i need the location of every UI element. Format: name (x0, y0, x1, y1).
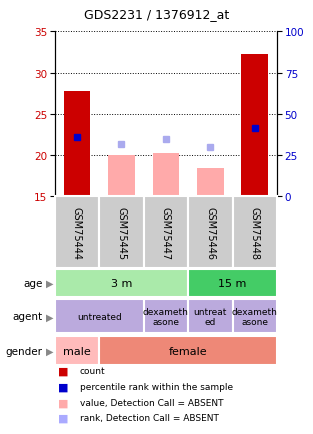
Bar (99, 197, 144, 269)
Bar (152, 153, 179, 197)
Bar (64, 92, 90, 197)
Text: ▶: ▶ (46, 312, 54, 322)
Text: 3 m: 3 m (111, 279, 132, 288)
Text: ▶: ▶ (46, 279, 54, 288)
Text: rank, Detection Call = ABSENT: rank, Detection Call = ABSENT (80, 414, 219, 422)
Text: ■: ■ (58, 382, 69, 392)
Bar (144, 197, 188, 269)
Text: GSM75447: GSM75447 (161, 206, 171, 260)
Text: value, Detection Call = ABSENT: value, Detection Call = ABSENT (80, 398, 223, 407)
Text: GSM75446: GSM75446 (205, 207, 215, 259)
Bar (55, 299, 144, 334)
Bar (197, 168, 224, 197)
Text: agent: agent (12, 312, 42, 322)
Bar (241, 55, 268, 197)
Bar (108, 156, 135, 197)
Text: ▶: ▶ (46, 346, 54, 356)
Text: 15 m: 15 m (218, 279, 247, 288)
Text: ■: ■ (58, 398, 69, 408)
Bar (233, 197, 277, 269)
Bar (144, 299, 188, 334)
Text: GDS2231 / 1376912_at: GDS2231 / 1376912_at (84, 8, 229, 21)
Text: dexameth
asone: dexameth asone (232, 307, 278, 326)
Text: ■: ■ (58, 366, 69, 376)
Text: ■: ■ (58, 413, 69, 423)
Bar (188, 270, 277, 297)
Text: gender: gender (5, 346, 42, 356)
Text: age: age (23, 279, 42, 288)
Text: male: male (63, 346, 91, 356)
Bar (188, 299, 233, 334)
Bar (233, 299, 277, 334)
Bar (55, 336, 99, 365)
Text: count: count (80, 367, 105, 375)
Bar (55, 197, 99, 269)
Text: untreat
ed: untreat ed (194, 307, 227, 326)
Bar (99, 336, 277, 365)
Text: GSM75444: GSM75444 (72, 207, 82, 259)
Text: GSM75445: GSM75445 (116, 206, 126, 260)
Text: GSM75448: GSM75448 (250, 207, 260, 259)
Bar (188, 197, 233, 269)
Bar (55, 270, 188, 297)
Text: percentile rank within the sample: percentile rank within the sample (80, 382, 233, 391)
Text: female: female (169, 346, 208, 356)
Text: untreated: untreated (77, 312, 121, 321)
Text: dexameth
asone: dexameth asone (143, 307, 189, 326)
